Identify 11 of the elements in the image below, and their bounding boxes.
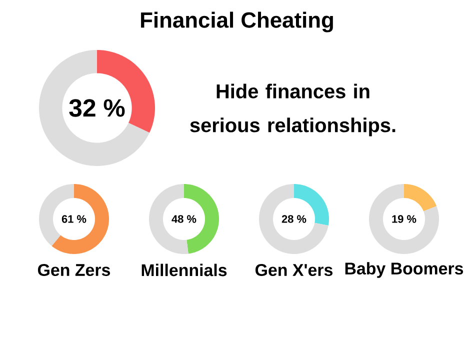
text: 19 %	[392, 215, 416, 223]
text: Hide finances in serious relationships.	[190, 84, 396, 136]
text: Financial Cheating	[141, 12, 333, 32]
text: Baby Boomers	[345, 262, 464, 278]
text: 61 %	[62, 215, 86, 223]
text: 32 %	[69, 99, 125, 117]
text: Millennials	[142, 264, 227, 276]
text: Gen X'ers	[255, 264, 332, 276]
text: Gen Zers	[38, 264, 110, 276]
text: 28 %	[282, 215, 306, 223]
text: 48 %	[172, 215, 196, 223]
